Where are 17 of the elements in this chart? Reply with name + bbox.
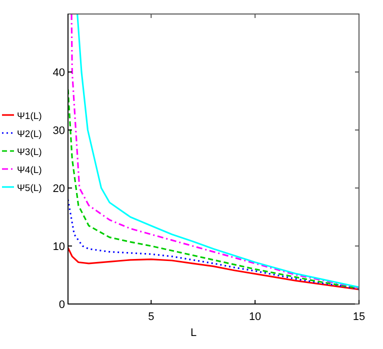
x-axis-title: L — [190, 327, 197, 339]
y-tick-label: 30 — [52, 125, 65, 137]
y-tick-label: 40 — [52, 67, 65, 79]
line-series — [68, 246, 359, 290]
x-tick-label: 5 — [148, 311, 154, 323]
x-tick-label: 10 — [248, 311, 262, 323]
y-tick-label: 20 — [52, 183, 65, 195]
line-series — [68, 88, 359, 290]
legend-label: Ψ3(L) — [17, 147, 42, 158]
legend-label: Ψ4(L) — [17, 165, 42, 176]
x-tick-label: 15 — [352, 311, 366, 323]
line-series — [68, 198, 359, 290]
y-tick-label: 0 — [58, 299, 65, 311]
legend-label: Ψ2(L) — [17, 129, 42, 140]
legend-label: Ψ1(L) — [17, 111, 42, 122]
legend-label: Ψ5(L) — [17, 183, 42, 194]
y-tick-label: 10 — [52, 241, 65, 253]
